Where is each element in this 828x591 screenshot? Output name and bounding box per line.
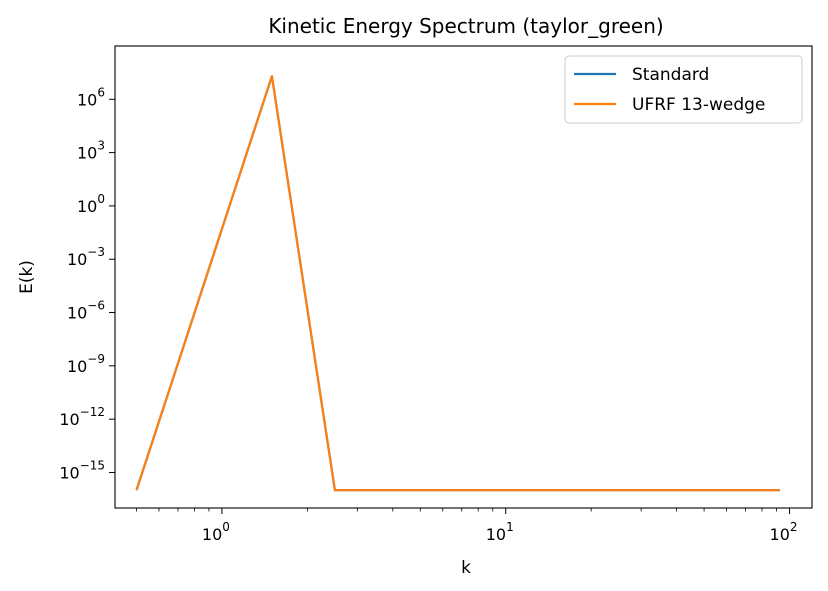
- x-tick-label: 101: [486, 520, 514, 544]
- axis-ticks: 100 101 102 106 103 100 10−3 10−6 10−9 10−12 10−15: [59, 85, 797, 544]
- series-line-1: [135, 75, 780, 492]
- legend-box: [564, 55, 803, 124]
- y-tick-label: 10−12: [59, 405, 105, 429]
- y-tick-label: 103: [77, 139, 105, 163]
- legend-label-0: Standard: [632, 65, 709, 85]
- series-line-0: [135, 75, 780, 492]
- y-tick-label: 10−15: [59, 458, 105, 482]
- chart-title: Kinetic Energy Spectrum (taylor_green): [268, 14, 663, 38]
- y-tick-label: 10−9: [67, 352, 105, 376]
- legend-label-1: UFRF 13-wedge: [632, 95, 765, 115]
- y-tick-label: 10−6: [67, 299, 105, 323]
- y-tick-label: 100: [77, 192, 105, 216]
- plot-frame: [114, 45, 813, 509]
- y-axis-label: E(k): [17, 260, 37, 294]
- y-tick-label: 10−3: [67, 245, 105, 269]
- x-axis-label: k: [461, 558, 471, 578]
- plot-series: [135, 75, 780, 492]
- x-tick-label: 100: [202, 520, 230, 544]
- y-tick-label: 106: [77, 85, 105, 109]
- legend: Standard UFRF 13-wedge: [564, 55, 803, 124]
- x-tick-label: 102: [770, 520, 798, 544]
